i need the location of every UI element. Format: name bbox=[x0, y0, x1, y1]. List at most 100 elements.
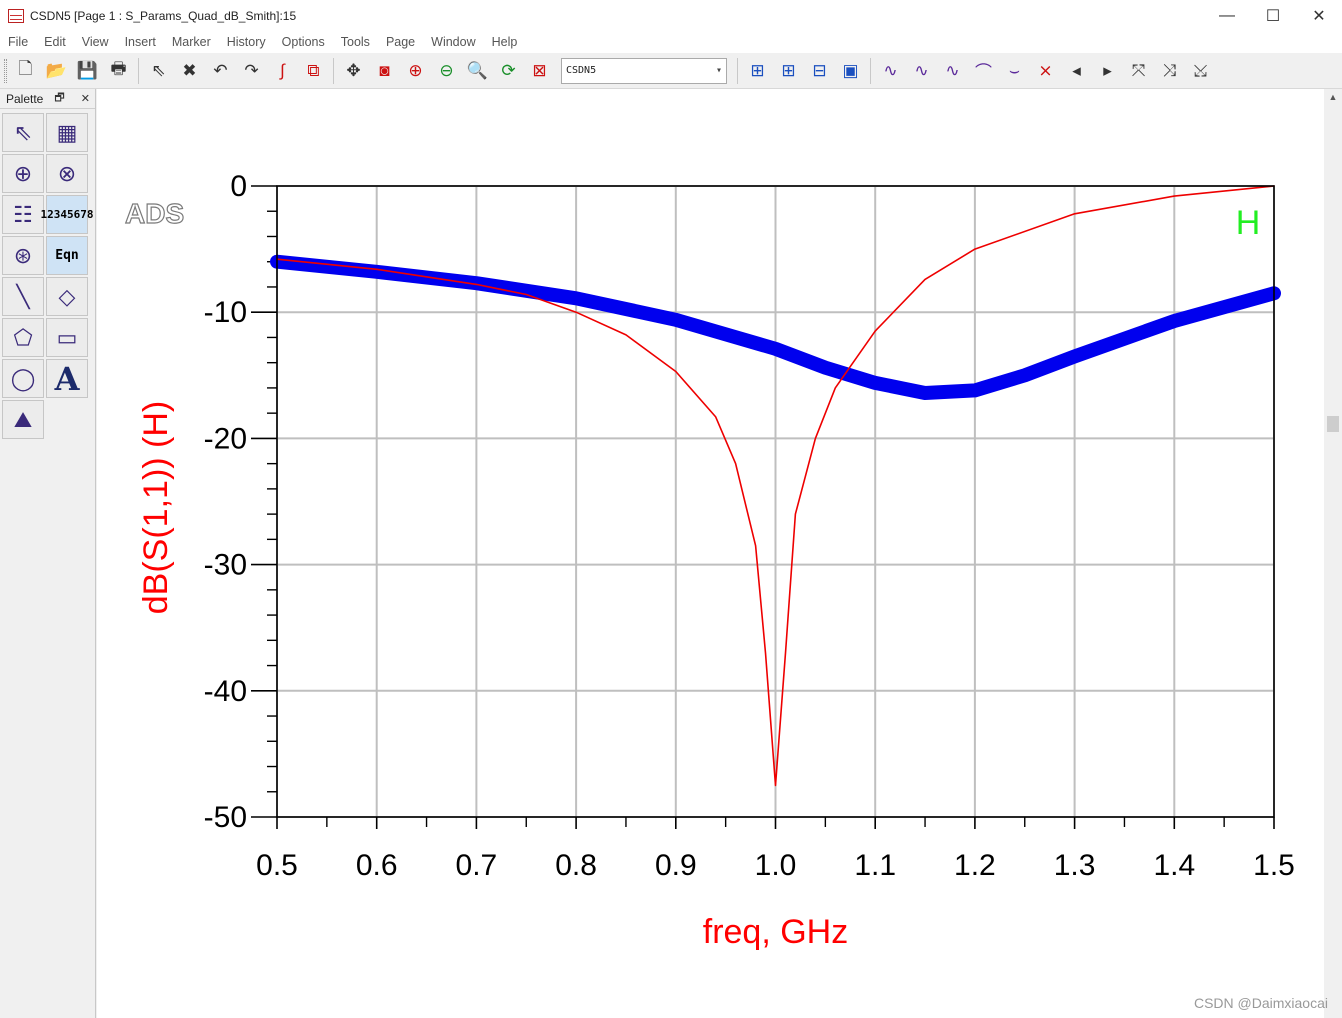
marker-delta-icon[interactable]: ⨯ bbox=[1038, 60, 1053, 80]
toolbar: 🗋 📂 💾 🖶 ⇖ ✖ ↶ ↷ ∫ ⧉ ✥ ◙ ⊕ ⊖ 🔍 ⟳ ⊠ CSDN5 … bbox=[0, 53, 1342, 89]
view-all-icon[interactable]: ⊞ bbox=[750, 60, 765, 80]
open-icon[interactable]: 📂 bbox=[45, 60, 68, 80]
y-tick-label: -40 bbox=[204, 675, 247, 708]
trace-icon[interactable]: ∫ bbox=[280, 60, 285, 80]
cancel-icon[interactable]: ⊠ bbox=[532, 60, 547, 80]
x-tick-label: 0.9 bbox=[655, 849, 697, 882]
plot-frame bbox=[276, 185, 1275, 818]
polygon-icon[interactable]: ⬠ bbox=[2, 318, 44, 357]
pan-icon[interactable]: ✥ bbox=[346, 60, 361, 80]
undo-icon[interactable]: ↶ bbox=[213, 60, 228, 80]
trace-thin-red bbox=[276, 185, 1275, 787]
delete-icon[interactable]: ✖ bbox=[182, 60, 197, 80]
menu-options[interactable]: Options bbox=[281, 35, 325, 49]
print-icon[interactable]: 🖶 bbox=[110, 59, 127, 78]
menu-view[interactable]: View bbox=[81, 35, 109, 49]
minimize-button[interactable]: — bbox=[1219, 6, 1235, 24]
ads-logo: ADS bbox=[125, 198, 184, 229]
palette-float-button[interactable]: 🗗 bbox=[54, 92, 65, 104]
zoom-out-icon[interactable]: ⊖ bbox=[439, 60, 454, 80]
line-icon[interactable]: ╲ bbox=[2, 277, 44, 316]
y-tick-label: -20 bbox=[204, 422, 247, 455]
rectangular-plot[interactable]: ADS 0.5 0.6 0.7 0.8 0.9 1.0 1.1 1.2 1.3 1.4 1.5 0 -1… bbox=[97, 89, 1324, 1018]
zoom-area-icon[interactable]: ◙ bbox=[379, 60, 390, 80]
rectangle-icon[interactable]: ▭ bbox=[46, 318, 88, 357]
circle-icon[interactable]: ◯ bbox=[2, 359, 44, 398]
polar-plot-icon[interactable]: ⊕ bbox=[2, 154, 44, 193]
smith-chart-icon[interactable]: ⊗ bbox=[46, 154, 88, 193]
polyline-icon[interactable]: ◇ bbox=[46, 277, 88, 316]
toolbar-separator bbox=[737, 57, 738, 84]
marker-icon[interactable]: ∿ bbox=[883, 60, 898, 80]
zoom-plus-icon[interactable]: ⊞ bbox=[781, 60, 796, 80]
scroll-thumb[interactable] bbox=[1327, 416, 1339, 432]
menu-tools[interactable]: Tools bbox=[340, 35, 370, 49]
menu-insert[interactable]: Insert bbox=[124, 35, 156, 49]
vertical-scrollbar[interactable]: ▲ bbox=[1324, 89, 1342, 1018]
trace-legend-label[interactable]: H bbox=[1236, 204, 1261, 242]
zoom-minus-icon[interactable]: ⊟ bbox=[812, 60, 827, 80]
x-tick-label: 1.3 bbox=[1054, 849, 1096, 882]
palette-header: Palette 🗗 ✕ bbox=[0, 89, 95, 109]
x-tick-label: 0.6 bbox=[356, 849, 398, 882]
trace-a-icon[interactable]: ⤧ bbox=[1131, 60, 1146, 80]
zoom-window-icon[interactable]: ▣ bbox=[842, 60, 859, 80]
next-icon[interactable]: ▸ bbox=[1103, 60, 1112, 80]
toolbar-separator bbox=[333, 57, 334, 84]
palette-tools: ⇖ ▦ ⊕ ⊗ ☷ 1234 5678 ⊛ Eqn ╲ ◇ ⬠ ▭ ◯ A ⛰ bbox=[0, 109, 95, 441]
axis-tick-labels: 0.5 0.6 0.7 0.8 0.9 1.0 1.1 1.2 1.3 1.4 1.5 0 -10 -20… bbox=[204, 170, 1295, 882]
rectangular-plot-icon[interactable]: ▦ bbox=[46, 113, 88, 152]
pointer-icon[interactable]: ⇖ bbox=[2, 113, 44, 152]
select-icon[interactable]: ⇖ bbox=[151, 60, 166, 80]
window-controls: — ☐ ✕ bbox=[1204, 0, 1342, 31]
x-axis-label: freq, GHz bbox=[703, 913, 848, 951]
palette-close-button[interactable]: ✕ bbox=[80, 93, 90, 105]
marker-max-icon[interactable]: ⌒ bbox=[975, 63, 992, 82]
toolbar-separator bbox=[870, 57, 871, 84]
x-tick-label: 1.5 bbox=[1253, 849, 1295, 882]
number-list-line2: 5678 bbox=[67, 207, 94, 221]
menu-file[interactable]: File bbox=[8, 35, 29, 49]
refresh-icon[interactable]: ⟳ bbox=[501, 60, 516, 80]
x-tick-label: 1.4 bbox=[1153, 849, 1195, 882]
chevron-down-icon: ▾ bbox=[715, 65, 722, 76]
image-icon[interactable]: ⛰ bbox=[2, 400, 44, 439]
marker-min-icon[interactable]: ∿ bbox=[945, 60, 960, 80]
menu-window[interactable]: Window bbox=[431, 35, 476, 49]
palette-title: Palette bbox=[6, 91, 44, 106]
plot-options-icon[interactable]: ⧉ bbox=[307, 60, 320, 80]
equation-icon[interactable]: Eqn bbox=[46, 236, 88, 275]
zoom-icon[interactable]: 🔍 bbox=[466, 60, 489, 80]
marker-valley-icon[interactable]: ⌣ bbox=[1008, 60, 1021, 80]
trace-b-icon[interactable]: ⤨ bbox=[1162, 60, 1177, 80]
trace-thick-blue bbox=[270, 254, 1281, 400]
menu-page[interactable]: Page bbox=[385, 35, 416, 49]
list-icon[interactable]: ☷ bbox=[2, 195, 44, 234]
zoom-in-icon[interactable]: ⊕ bbox=[408, 60, 423, 80]
save-icon[interactable]: 💾 bbox=[76, 60, 99, 80]
y-tick-label: 0 bbox=[230, 170, 247, 203]
prev-icon[interactable]: ◂ bbox=[1072, 60, 1081, 80]
plot-canvas[interactable]: ADS 0.5 0.6 0.7 0.8 0.9 1.0 1.1 1.2 1.3 1.4 1.5 0 -1… bbox=[97, 89, 1324, 1018]
scroll-up-icon[interactable]: ▲ bbox=[1328, 92, 1338, 102]
close-button[interactable]: ✕ bbox=[1312, 7, 1326, 25]
antenna-plot-icon[interactable]: ⊛ bbox=[2, 236, 44, 275]
marker-peak-icon[interactable]: ∿ bbox=[914, 60, 929, 80]
trace-c-icon[interactable]: ⤩ bbox=[1193, 60, 1208, 80]
menu-help[interactable]: Help bbox=[491, 35, 518, 49]
menu-edit[interactable]: Edit bbox=[44, 35, 66, 49]
menu-history[interactable]: History bbox=[226, 35, 266, 49]
maximize-button[interactable]: ☐ bbox=[1265, 7, 1281, 25]
x-tick-label: 1.2 bbox=[954, 849, 996, 882]
app-icon bbox=[8, 8, 24, 23]
menu-marker[interactable]: Marker bbox=[171, 35, 211, 49]
new-icon[interactable]: 🗋 bbox=[18, 59, 33, 78]
x-tick-label: 0.5 bbox=[256, 849, 298, 882]
text-icon[interactable]: A bbox=[46, 359, 88, 398]
toolbar-grip[interactable] bbox=[4, 58, 7, 83]
dataset-dropdown[interactable]: CSDN5 ▾ bbox=[561, 57, 727, 84]
number-list-icon[interactable]: 1234 5678 bbox=[41, 195, 94, 234]
number-list-line1: 1234 bbox=[40, 207, 68, 221]
redo-icon[interactable]: ↷ bbox=[244, 60, 259, 80]
